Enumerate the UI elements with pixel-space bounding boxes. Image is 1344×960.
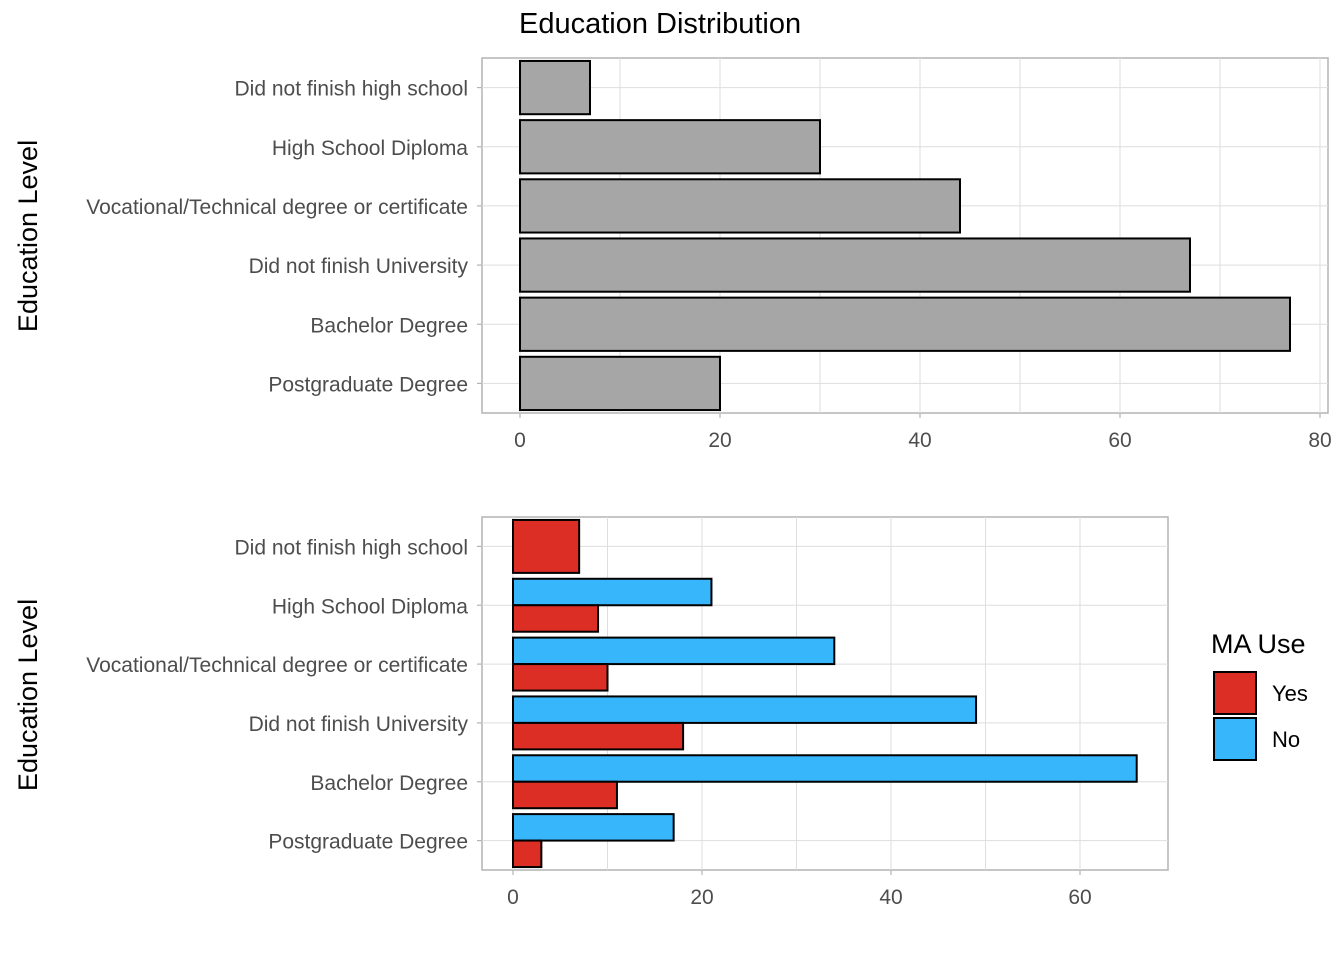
- bottom-x-tick-label: 20: [690, 886, 713, 909]
- top-x-tick-label: 0: [514, 429, 526, 452]
- bottom-x-tick-label: 40: [879, 886, 902, 909]
- top-x-tick-label: 20: [708, 429, 731, 452]
- bottom-bar-yes-high-school-diploma: [512, 604, 600, 633]
- bottom-bar-yes-did-not-finish-university: [512, 721, 685, 751]
- top-y-tick-label: Vocational/Technical degree or certifica…: [86, 196, 468, 219]
- y-axis-label-top: Education Level: [13, 140, 43, 332]
- bottom-y-tick-label: Did not finish high school: [235, 536, 468, 559]
- bottom-bar-no-vocational-technical-degree-or-certificate: [512, 636, 836, 666]
- bottom-bar-yes-vocational-technical-degree-or-certificate: [512, 663, 609, 692]
- legend-key-yes: [1213, 671, 1257, 715]
- top-bar-bachelor-degree: [519, 296, 1291, 352]
- top-x-tick-label: 60: [1108, 429, 1131, 452]
- legend-label-no: No: [1272, 727, 1300, 752]
- bottom-y-tick-label: Postgraduate Degree: [268, 831, 468, 854]
- top-chart-panel: Did not finish high school High School Di…: [86, 57, 1332, 452]
- bottom-bar-no-did-not-finish-university: [512, 695, 978, 724]
- legend-title: MA Use: [1211, 629, 1306, 659]
- bottom-bar-no-high-school-diploma: [512, 577, 713, 607]
- top-bar-did-not-finish-university: [519, 237, 1191, 293]
- top-y-tick-label: Did not finish high school: [235, 78, 468, 101]
- bottom-y-tick-label: Vocational/Technical degree or certifica…: [86, 654, 468, 677]
- bottom-bar-no-bachelor-degree: [512, 754, 1138, 783]
- top-y-tick-label: Postgraduate Degree: [268, 373, 468, 396]
- bottom-y-tick-label: Did not finish University: [249, 713, 469, 736]
- y-axis-label-bottom: Education Level: [13, 599, 43, 791]
- bottom-y-tick-label: Bachelor Degree: [310, 772, 468, 795]
- chart-title: Education Distribution: [519, 8, 801, 40]
- legend-key-no: [1213, 717, 1257, 761]
- top-x-tick-label: 80: [1308, 429, 1331, 452]
- bottom-chart-panel: Did not finish high school High School Di…: [86, 516, 1169, 909]
- top-y-tick-label: Bachelor Degree: [310, 314, 468, 337]
- bottom-bar-no-postgraduate-degree: [512, 813, 675, 842]
- top-bar-high-school-diploma: [519, 119, 821, 175]
- top-bar-vocational-technical-degree-or-certificate: [519, 178, 961, 234]
- bottom-x-tick-label: 60: [1068, 886, 1091, 909]
- top-panel-border: [481, 57, 1329, 414]
- legend-label-yes: Yes: [1272, 681, 1308, 706]
- bottom-bar-yes-bachelor-degree: [512, 780, 618, 810]
- legend: MA Use Yes No: [1211, 629, 1308, 761]
- top-y-tick-label: High School Diploma: [272, 137, 468, 160]
- bottom-panel-border: [481, 516, 1169, 871]
- bottom-y-tick-label: High School Diploma: [272, 595, 468, 618]
- top-y-tick-label: Did not finish University: [249, 255, 469, 278]
- top-bar-did-not-finish-high-school: [519, 59, 591, 116]
- top-bar-postgraduate-degree: [519, 355, 721, 412]
- bottom-bar-yes-postgraduate-degree: [512, 839, 543, 869]
- top-x-tick-label: 40: [908, 429, 931, 452]
- bottom-bar-yes-did-not-finish-high-school: [512, 518, 581, 574]
- bottom-x-tick-label: 0: [507, 886, 519, 909]
